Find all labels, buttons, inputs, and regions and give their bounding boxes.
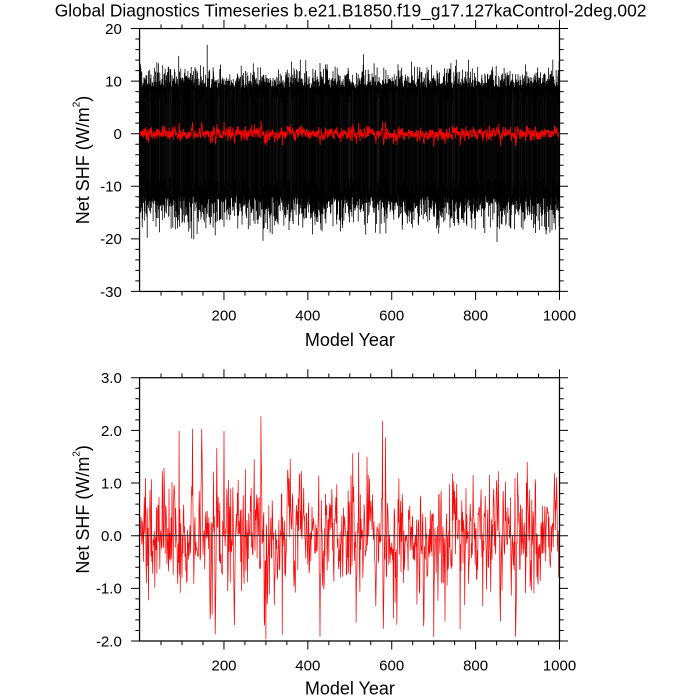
svg-text:1000: 1000 <box>543 658 576 675</box>
svg-text:400: 400 <box>295 308 320 325</box>
svg-text:Global Diagnostics Timeseries: Global Diagnostics Timeseries b.e21.B185… <box>55 0 647 20</box>
svg-text:1.0: 1.0 <box>101 475 122 492</box>
svg-text:Net SHF (W/m2): Net SHF (W/m2) <box>72 96 93 225</box>
svg-text:200: 200 <box>211 308 236 325</box>
svg-text:2.0: 2.0 <box>101 423 122 440</box>
svg-text:Net SHF (W/m2): Net SHF (W/m2) <box>72 445 93 574</box>
svg-text:-30: -30 <box>100 284 122 301</box>
svg-text:200: 200 <box>211 658 236 675</box>
svg-text:0: 0 <box>113 126 121 143</box>
svg-text:800: 800 <box>463 658 488 675</box>
svg-text:800: 800 <box>463 308 488 325</box>
svg-text:Model Year: Model Year <box>305 330 395 350</box>
svg-text:1000: 1000 <box>543 308 576 325</box>
svg-text:-2.0: -2.0 <box>96 633 122 650</box>
svg-text:20: 20 <box>105 21 122 38</box>
svg-text:-1.0: -1.0 <box>96 581 122 598</box>
svg-text:10: 10 <box>105 74 122 91</box>
svg-text:-10: -10 <box>100 179 122 196</box>
svg-text:-20: -20 <box>100 231 122 248</box>
svg-text:Model Year: Model Year <box>305 678 395 698</box>
svg-text:600: 600 <box>379 658 404 675</box>
svg-text:3.0: 3.0 <box>101 370 122 387</box>
svg-text:600: 600 <box>379 308 404 325</box>
svg-text:400: 400 <box>295 658 320 675</box>
svg-text:0.0: 0.0 <box>101 528 122 545</box>
